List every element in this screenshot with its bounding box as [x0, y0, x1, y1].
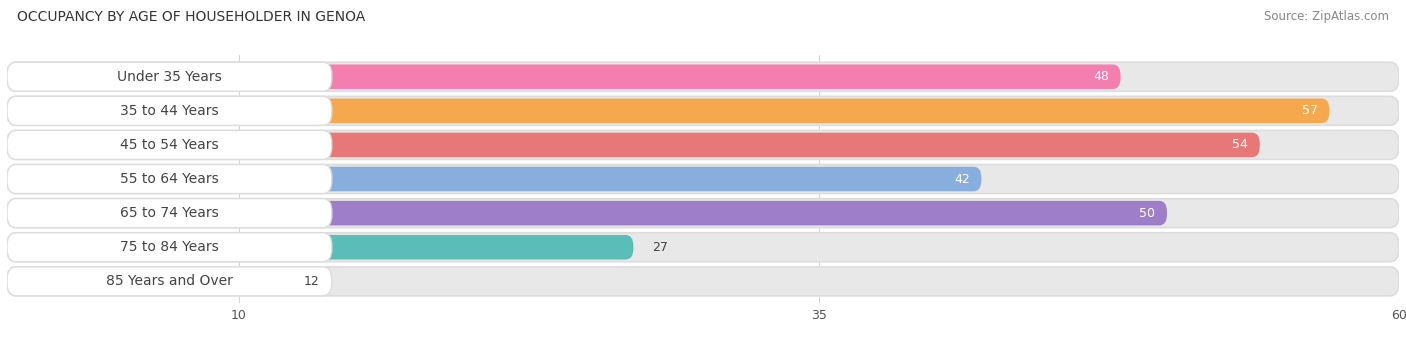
FancyBboxPatch shape — [7, 164, 1399, 193]
Text: OCCUPANCY BY AGE OF HOUSEHOLDER IN GENOA: OCCUPANCY BY AGE OF HOUSEHOLDER IN GENOA — [17, 10, 366, 24]
FancyBboxPatch shape — [7, 62, 332, 91]
FancyBboxPatch shape — [7, 233, 1399, 262]
Text: 55 to 64 Years: 55 to 64 Years — [120, 172, 219, 186]
FancyBboxPatch shape — [7, 62, 1399, 91]
Text: 85 Years and Over: 85 Years and Over — [105, 274, 233, 288]
FancyBboxPatch shape — [7, 167, 981, 191]
FancyBboxPatch shape — [7, 269, 285, 294]
FancyBboxPatch shape — [7, 131, 1399, 159]
Text: 57: 57 — [1302, 104, 1317, 117]
Text: 54: 54 — [1232, 138, 1249, 151]
Text: 50: 50 — [1139, 207, 1156, 220]
FancyBboxPatch shape — [7, 99, 1330, 123]
Text: 65 to 74 Years: 65 to 74 Years — [120, 206, 219, 220]
FancyBboxPatch shape — [7, 198, 1399, 228]
FancyBboxPatch shape — [7, 267, 332, 296]
Text: 42: 42 — [955, 173, 970, 186]
Text: 48: 48 — [1092, 70, 1109, 83]
FancyBboxPatch shape — [7, 201, 1167, 225]
Text: 27: 27 — [652, 241, 668, 254]
Text: Source: ZipAtlas.com: Source: ZipAtlas.com — [1264, 10, 1389, 23]
Text: 75 to 84 Years: 75 to 84 Years — [120, 240, 219, 254]
FancyBboxPatch shape — [7, 64, 1121, 89]
FancyBboxPatch shape — [7, 96, 1399, 125]
FancyBboxPatch shape — [7, 235, 633, 260]
FancyBboxPatch shape — [7, 267, 1399, 296]
Text: Under 35 Years: Under 35 Years — [117, 70, 222, 84]
FancyBboxPatch shape — [7, 164, 332, 193]
FancyBboxPatch shape — [7, 131, 332, 159]
FancyBboxPatch shape — [7, 133, 1260, 157]
FancyBboxPatch shape — [7, 233, 332, 262]
FancyBboxPatch shape — [7, 198, 332, 228]
FancyBboxPatch shape — [7, 96, 332, 125]
Text: 12: 12 — [304, 275, 319, 288]
Text: 35 to 44 Years: 35 to 44 Years — [120, 104, 219, 118]
Text: 45 to 54 Years: 45 to 54 Years — [120, 138, 219, 152]
